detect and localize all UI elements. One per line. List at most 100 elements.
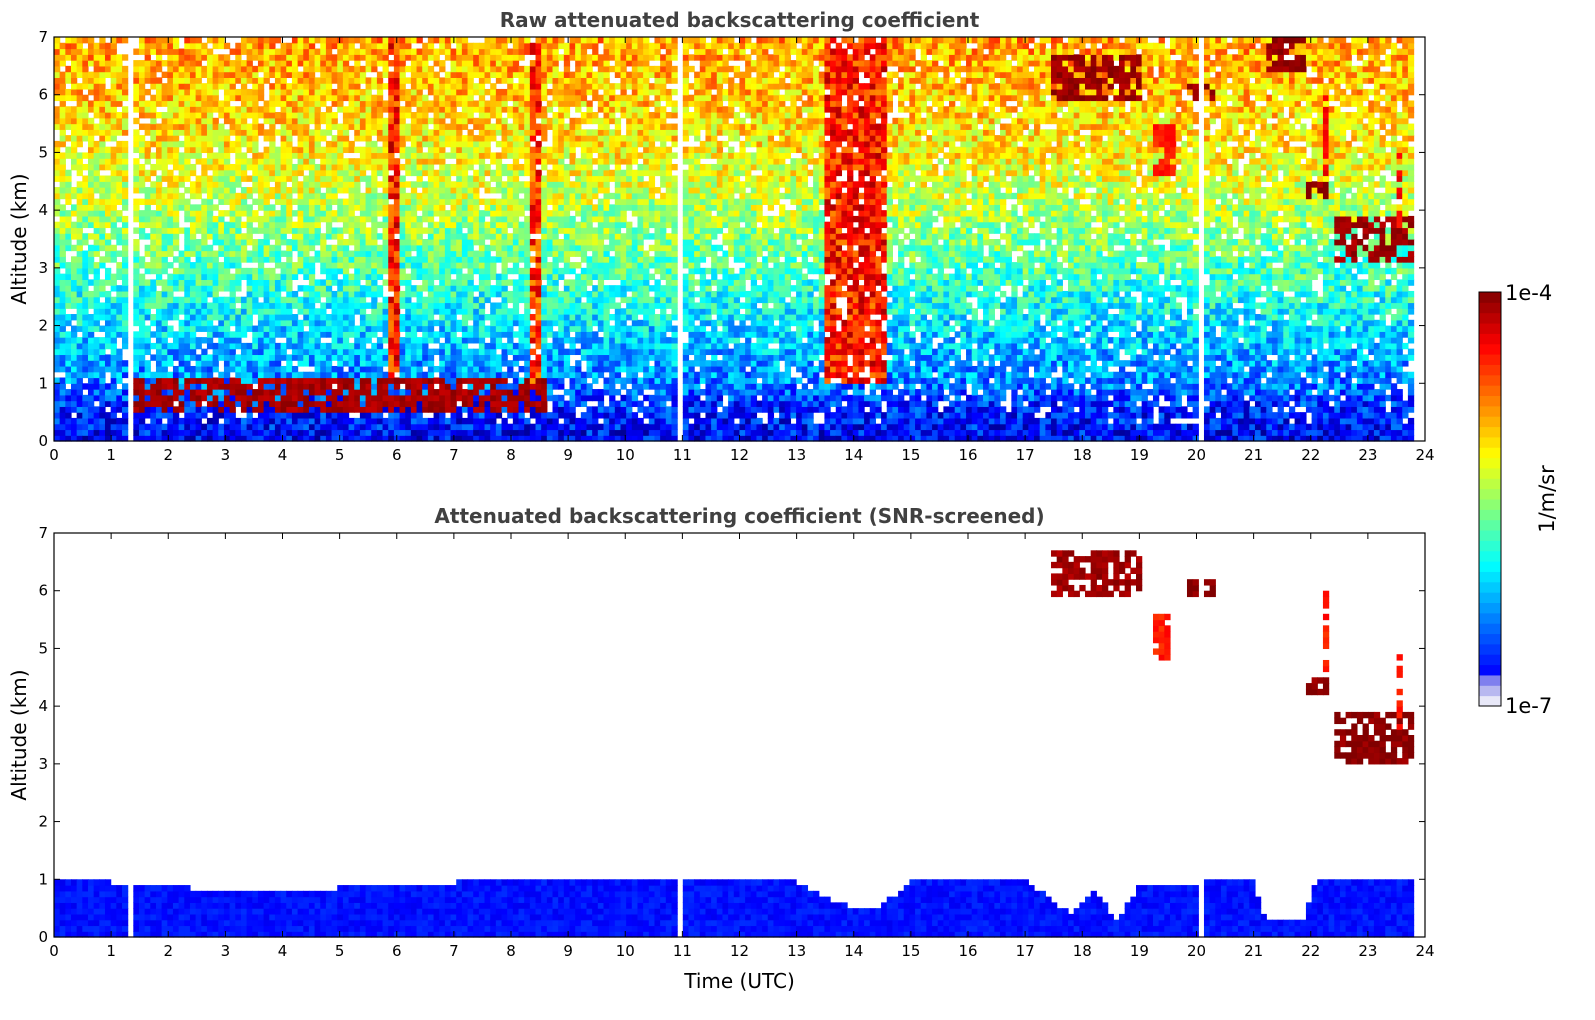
heatmap-cell bbox=[240, 77, 248, 84]
heatmap-cell bbox=[348, 65, 355, 73]
heatmap-cell bbox=[54, 94, 61, 102]
heatmap-cell bbox=[422, 140, 429, 148]
heatmap-cell bbox=[76, 290, 83, 298]
heatmap-cell bbox=[405, 215, 412, 223]
heatmap-cell bbox=[467, 239, 474, 246]
heatmap-cell bbox=[59, 285, 66, 292]
heatmap-cell bbox=[286, 169, 293, 177]
heatmap-cell bbox=[393, 140, 401, 148]
heatmap-cell bbox=[240, 112, 248, 119]
heatmap-cell bbox=[54, 262, 61, 269]
heatmap-cell bbox=[422, 371, 429, 379]
heatmap-cell bbox=[82, 65, 89, 73]
heatmap-cell bbox=[416, 60, 423, 67]
heatmap-cell bbox=[490, 319, 497, 327]
heatmap-cell bbox=[116, 112, 123, 119]
heatmap-cell bbox=[456, 163, 463, 171]
heatmap-cell bbox=[121, 112, 129, 119]
heatmap-cell bbox=[371, 371, 378, 379]
heatmap-cell bbox=[133, 319, 140, 327]
heatmap-cell bbox=[82, 181, 89, 188]
heatmap-cell bbox=[348, 140, 355, 148]
heatmap-cell bbox=[189, 233, 197, 240]
heatmap-cell bbox=[444, 88, 452, 96]
heatmap-cell bbox=[286, 227, 293, 234]
heatmap-cell bbox=[342, 371, 350, 379]
heatmap-cell bbox=[388, 204, 395, 211]
heatmap-cell bbox=[478, 337, 486, 344]
heatmap-cell bbox=[444, 360, 452, 367]
heatmap-cell bbox=[195, 337, 202, 344]
heatmap-cell bbox=[331, 389, 338, 396]
heatmap-cell bbox=[507, 389, 514, 396]
heatmap-cell bbox=[138, 371, 146, 379]
heatmap-cell bbox=[235, 285, 242, 292]
heatmap-cell bbox=[240, 140, 248, 148]
heatmap-cell bbox=[184, 37, 191, 44]
heatmap-cell bbox=[121, 123, 129, 130]
heatmap-cell bbox=[155, 239, 163, 246]
heatmap-cell bbox=[223, 273, 231, 280]
heatmap-cell bbox=[110, 83, 117, 90]
heatmap-cell bbox=[501, 296, 508, 304]
heatmap-cell bbox=[439, 100, 446, 107]
heatmap-cell bbox=[87, 210, 95, 217]
heatmap-cell bbox=[99, 88, 106, 96]
heatmap-cell bbox=[274, 296, 282, 304]
heatmap-cell bbox=[393, 42, 401, 50]
heatmap-cell bbox=[427, 296, 435, 304]
heatmap-cell bbox=[87, 342, 95, 350]
heatmap-cell bbox=[274, 239, 282, 246]
heatmap-cell bbox=[286, 296, 293, 304]
heatmap-cell bbox=[342, 106, 350, 113]
heatmap-cell bbox=[280, 319, 287, 327]
heatmap-cell bbox=[110, 308, 117, 315]
heatmap-cell bbox=[393, 210, 401, 217]
heatmap-cell bbox=[291, 267, 299, 275]
heatmap-cell bbox=[99, 239, 106, 246]
heatmap-cell bbox=[229, 389, 236, 396]
heatmap-cell bbox=[450, 169, 457, 177]
heatmap-cell bbox=[223, 296, 231, 304]
heatmap-cell bbox=[354, 435, 361, 442]
heatmap-cell bbox=[133, 435, 140, 442]
heatmap-cell bbox=[70, 106, 78, 113]
heatmap-cell bbox=[433, 239, 440, 246]
heatmap-cell bbox=[399, 412, 406, 419]
heatmap-cell bbox=[467, 106, 474, 113]
heatmap-cell bbox=[133, 302, 140, 309]
heatmap-cell bbox=[76, 65, 83, 73]
heatmap-cell bbox=[388, 365, 395, 373]
heatmap-cell bbox=[133, 314, 140, 321]
heatmap-cell bbox=[376, 273, 384, 280]
heatmap-cell bbox=[269, 71, 276, 78]
heatmap-cell bbox=[308, 42, 316, 50]
heatmap-cell bbox=[87, 135, 95, 142]
heatmap-cell bbox=[484, 71, 491, 78]
heatmap-cell bbox=[133, 377, 140, 384]
heatmap-cell bbox=[65, 135, 72, 142]
heatmap-cell bbox=[223, 417, 231, 425]
heatmap-cell bbox=[59, 331, 66, 338]
heatmap-cell bbox=[286, 290, 293, 298]
heatmap-cell bbox=[93, 423, 100, 431]
heatmap-cell bbox=[337, 71, 344, 78]
heatmap-cell bbox=[99, 244, 106, 252]
heatmap-cell bbox=[167, 400, 174, 407]
heatmap-cell bbox=[257, 302, 265, 309]
heatmap-cell bbox=[54, 423, 61, 431]
heatmap-cell bbox=[206, 383, 214, 390]
heatmap-cell bbox=[376, 198, 384, 205]
heatmap-cell bbox=[365, 377, 372, 384]
heatmap-cell bbox=[376, 412, 384, 419]
heatmap-cell bbox=[167, 348, 174, 356]
heatmap-cell bbox=[439, 389, 446, 396]
heatmap-cell bbox=[235, 152, 242, 159]
heatmap-cell bbox=[461, 302, 469, 309]
heatmap-cell bbox=[121, 54, 129, 61]
heatmap-cell bbox=[337, 290, 344, 298]
heatmap-cell bbox=[201, 140, 208, 148]
heatmap-cell bbox=[218, 348, 225, 356]
heatmap-cell bbox=[359, 383, 367, 390]
heatmap-cell bbox=[235, 273, 242, 280]
